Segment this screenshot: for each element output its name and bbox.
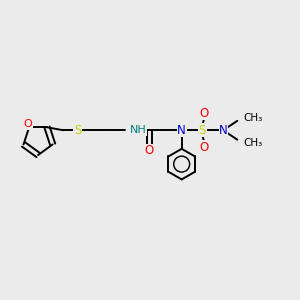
Text: O: O bbox=[200, 107, 209, 120]
Text: NH: NH bbox=[130, 125, 147, 135]
Text: CH₃: CH₃ bbox=[243, 113, 262, 123]
Text: S: S bbox=[74, 124, 81, 137]
Text: S: S bbox=[199, 124, 206, 137]
Text: O: O bbox=[145, 144, 154, 158]
Text: O: O bbox=[200, 141, 209, 154]
Text: O: O bbox=[23, 119, 32, 129]
Text: N: N bbox=[219, 124, 228, 137]
Text: N: N bbox=[177, 124, 186, 137]
Text: CH₃: CH₃ bbox=[243, 138, 262, 148]
